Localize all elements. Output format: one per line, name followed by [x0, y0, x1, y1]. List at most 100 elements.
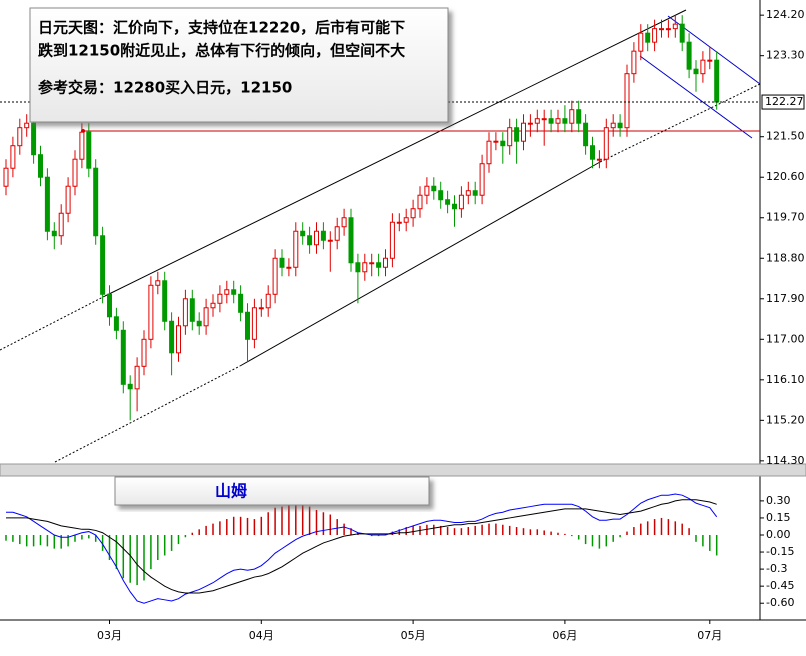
candle-body [65, 185, 71, 214]
candle-body [86, 131, 92, 169]
candle-body [162, 280, 168, 322]
candle-body [272, 257, 278, 295]
y-tick-label: 118.80 [766, 251, 805, 264]
y-tick-label: -0.60 [766, 596, 794, 609]
candle-body [617, 122, 623, 129]
candle-body [93, 167, 99, 237]
channel-upper [104, 9, 687, 297]
candle-body [320, 230, 326, 241]
candle-body [376, 262, 382, 268]
candle-body [472, 190, 478, 196]
candle-body [486, 140, 492, 165]
candle-body [362, 262, 368, 273]
y-tick-label: -0.15 [766, 545, 794, 558]
note-line: 参考交易：12280买入日元，12150 [38, 79, 292, 97]
candle-body [251, 307, 257, 340]
candle-body [693, 68, 699, 75]
y-tick-label: 123.30 [766, 49, 805, 62]
panel-separator [0, 463, 806, 477]
candle-body [31, 122, 37, 156]
candle-body [383, 257, 388, 268]
candle-body [113, 316, 119, 331]
candle-body [348, 217, 354, 264]
candle-body [590, 145, 595, 160]
y-tick-label: 114.30 [766, 454, 805, 467]
candle-body [44, 176, 50, 232]
candle-body [182, 298, 188, 327]
candle-body [38, 154, 43, 178]
candle-body [196, 320, 202, 327]
marks: 124.20 123.30 121.50 120.60 119.70 118.80 117.… [0, 8, 805, 642]
candle-body [652, 28, 658, 43]
candle-body [327, 239, 333, 242]
candle-body [514, 127, 520, 142]
candle-body [369, 262, 375, 265]
trend-lines [0, 9, 761, 463]
candle-body [576, 109, 582, 124]
candle-body [438, 190, 444, 201]
candle-body [431, 185, 437, 192]
y-tick-label: 119.70 [766, 211, 805, 224]
candle-body [176, 325, 181, 354]
candle-body [58, 212, 64, 237]
x-tick-label: 03月 [97, 629, 122, 642]
y-tick-label: 124.20 [766, 8, 805, 21]
y-tick-label: 115.20 [766, 413, 805, 426]
candle-body [610, 122, 616, 129]
y-tick-label: 0.00 [766, 528, 791, 541]
candle-body [79, 131, 85, 160]
note-background [29, 7, 449, 123]
candle-body [410, 208, 416, 219]
note-box: 日元天图：汇价向下，支持位在12220，后市有可能下 跌到12150附近见止，总… [29, 7, 449, 123]
candle-body [555, 118, 561, 124]
candle-body [624, 73, 630, 129]
candle-body [24, 122, 30, 129]
y-tick-label: -0.3 [766, 562, 787, 575]
y-tick-label: 0.30 [766, 494, 791, 507]
candle-body [10, 145, 16, 169]
down-channel-lower [639, 55, 753, 139]
candle-body [417, 194, 423, 210]
candle-body [631, 50, 637, 75]
candle-body [686, 41, 692, 70]
macd-line [6, 493, 718, 604]
candle-body [169, 320, 175, 354]
candle-body [238, 293, 244, 313]
y-tick-label: 0.15 [766, 511, 791, 524]
macd-line [6, 499, 717, 594]
x-tick-label: 07月 [697, 629, 722, 642]
note-line: 跌到12150附近见止，总体有下行的倾向，但空间不大 [38, 42, 405, 60]
channel-lower-ext2 [599, 83, 761, 163]
macd-title-box: 山姆 [114, 476, 430, 506]
candle-body [541, 118, 547, 121]
candle-body [293, 230, 299, 268]
last-price-label: 122.27 [765, 95, 804, 108]
candle-body [452, 203, 457, 210]
candle-body [507, 127, 513, 147]
candle-body [265, 293, 271, 309]
candle-body [659, 28, 664, 31]
macd-title-background [114, 476, 430, 506]
candle-body [500, 140, 506, 147]
candle-body [141, 338, 147, 367]
candle-body [707, 59, 713, 62]
candle-body [3, 167, 9, 187]
candle-body [341, 217, 347, 228]
candle-body [596, 158, 602, 161]
candle-body [355, 262, 361, 273]
candle-body [203, 307, 209, 327]
candle-body [127, 383, 133, 390]
candle-body [231, 289, 237, 295]
candle-body [396, 221, 402, 224]
candle-body [424, 185, 430, 196]
candle-body [465, 190, 471, 196]
candle-body [403, 217, 409, 223]
candle-body [445, 199, 451, 205]
channel-lower-ext [54, 365, 241, 463]
candle-body [189, 298, 195, 322]
candle-body [569, 109, 575, 124]
candle-body [210, 302, 216, 309]
y-tick-label: 120.60 [766, 170, 805, 183]
